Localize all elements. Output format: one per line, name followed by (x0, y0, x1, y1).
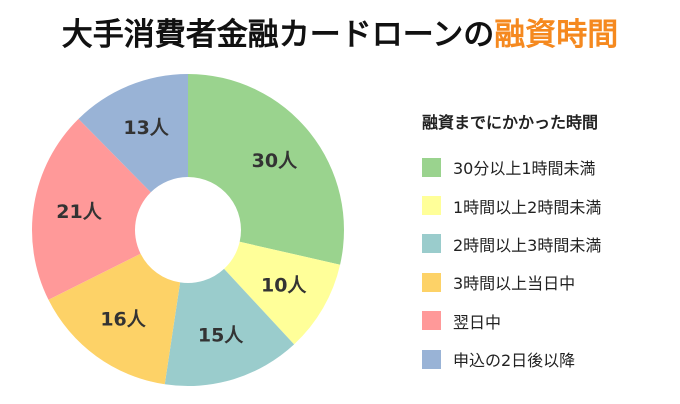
donut-slices (31, 74, 344, 386)
legend-item: 翌日中 (422, 302, 601, 340)
legend-label: 30分以上1時間未満 (453, 159, 596, 179)
legend-label: 申込の2日後以降 (453, 351, 576, 371)
slice-value-label: 10人 (261, 274, 307, 296)
legend-swatch (422, 349, 441, 369)
legend-item: 1時間以上2時間未満 (422, 186, 601, 224)
slice-value-label: 13人 (123, 117, 169, 139)
legend-swatch (422, 272, 441, 292)
legend-item: 2時間以上3時間未満 (422, 225, 601, 263)
donut-slice (31, 118, 151, 300)
legend-label: 翌日中 (453, 312, 502, 332)
donut-slice (78, 74, 188, 193)
slice-value-label: 16人 (100, 308, 146, 330)
legend-title: 融資までにかかった時間 (422, 113, 599, 132)
donut-labels: 30人 10人 15人 16人 21人 13人 (56, 117, 307, 347)
legend-item: 3時間以上当日中 (422, 263, 601, 301)
legend-item: 30分以上1時間未満 (422, 148, 601, 186)
legend-swatch (422, 234, 441, 254)
donut-slice (48, 253, 181, 385)
donut-slice (224, 241, 341, 345)
chart-title-highlight: 融資時間 (494, 17, 619, 53)
legend: 融資までにかかった時間 30分以上1時間未満 1時間以上2時間未満 2時間以上3… (422, 110, 601, 378)
legend-items: 30分以上1時間未満 1時間以上2時間未満 2時間以上3時間未満 3時間以上当日… (422, 148, 601, 378)
legend-swatch (422, 196, 441, 216)
donut-slice (188, 74, 344, 265)
legend-label: 1時間以上2時間未満 (453, 197, 602, 217)
chart-title-main: 大手消費者金融カードローンの (61, 17, 495, 53)
legend-swatch (422, 311, 441, 331)
donut-slice (164, 268, 295, 386)
slice-value-label: 30人 (252, 150, 298, 172)
legend-item: 申込の2日後以降 (422, 340, 601, 378)
slice-value-label: 21人 (56, 201, 102, 223)
legend-label: 2時間以上3時間未満 (453, 235, 602, 255)
chart-title: 大手消費者金融カードローンの融資時間 (0, 14, 680, 56)
legend-label: 3時間以上当日中 (453, 274, 576, 294)
slice-value-label: 15人 (198, 325, 244, 347)
legend-swatch (422, 157, 441, 177)
